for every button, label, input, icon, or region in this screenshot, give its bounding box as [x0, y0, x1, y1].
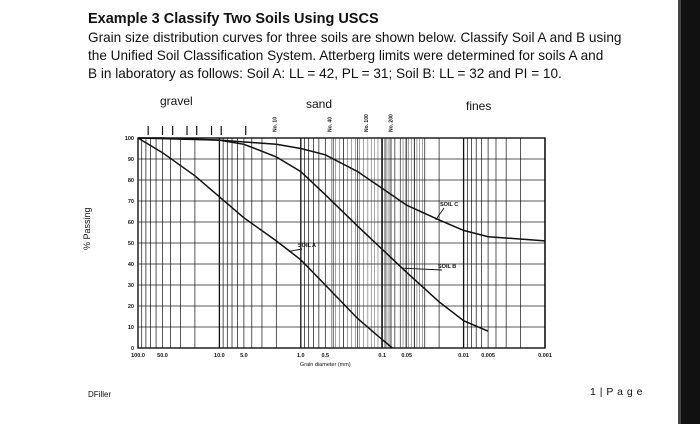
- x-axis-label: Grain diameter (mm): [300, 362, 351, 368]
- x-tick-label: 0.1: [378, 353, 386, 359]
- x-tick-label: 0.01: [458, 353, 469, 359]
- y-tick-label: 100: [125, 136, 134, 142]
- y-tick-label: 80: [128, 178, 134, 184]
- x-tick-label: 50.0: [157, 353, 168, 359]
- y-tick-label: 50: [128, 241, 134, 247]
- chart-grid: [137, 137, 546, 349]
- series-label: SOIL C: [440, 202, 458, 208]
- series-label: SOIL A: [298, 243, 316, 249]
- footer-page-number: 1 | P a g e: [590, 386, 643, 398]
- curve-soil-a: [137, 137, 393, 349]
- example-title: Example 3 Classify Two Soils Using USCS: [88, 11, 379, 27]
- x-tick-label: 5.0: [240, 353, 248, 359]
- x-tick-label: 100.0: [131, 353, 145, 359]
- paragraph-line: the Unified Soil Classification System. …: [88, 48, 604, 63]
- y-tick-label: 70: [128, 199, 134, 205]
- sieve-label: No. 200: [388, 114, 394, 132]
- footer-author: DFiller: [88, 390, 112, 399]
- curve-soil-b: [138, 137, 489, 332]
- series-leader-line: [288, 248, 303, 252]
- x-tick-label: 10.0: [214, 353, 225, 359]
- sieve-label: No. 100: [364, 114, 370, 132]
- x-tick-label: 0.05: [401, 353, 412, 359]
- paragraph-line: Grain size distribution curves for three…: [88, 30, 622, 45]
- x-tick-label: 0.005: [481, 353, 495, 359]
- series-leader-line: [403, 267, 443, 271]
- x-tick-label: 0.5: [321, 353, 329, 359]
- x-tick-label: 0.001: [538, 353, 552, 359]
- y-tick-label: 10: [128, 325, 134, 331]
- paragraph-line: B in laboratory as follows: Soil A: LL =…: [88, 66, 562, 81]
- series-leader-line: [435, 207, 445, 221]
- y-tick-label: 0: [131, 346, 134, 352]
- y-tick-label: 40: [128, 262, 134, 268]
- sieve-label: No. 40: [327, 117, 333, 132]
- series-label: SOIL B: [438, 264, 456, 270]
- sieve-label: No. 10: [272, 117, 278, 132]
- curve-soil-c: [137, 137, 546, 242]
- window-edge: [678, 0, 700, 424]
- y-tick-label: 90: [128, 157, 134, 163]
- chart-curves: [137, 137, 546, 349]
- zone-label-fines: fines: [466, 99, 492, 113]
- y-tick-label: 20: [128, 304, 134, 310]
- y-tick-label: 60: [128, 220, 134, 226]
- y-tick-label: 30: [128, 283, 134, 289]
- zone-label-sand: sand: [306, 97, 333, 111]
- x-tick-label: 1.0: [297, 353, 305, 359]
- zone-label-gravel: gravel: [160, 94, 193, 108]
- problem-statement: Grain size distribution curves for three…: [88, 29, 678, 83]
